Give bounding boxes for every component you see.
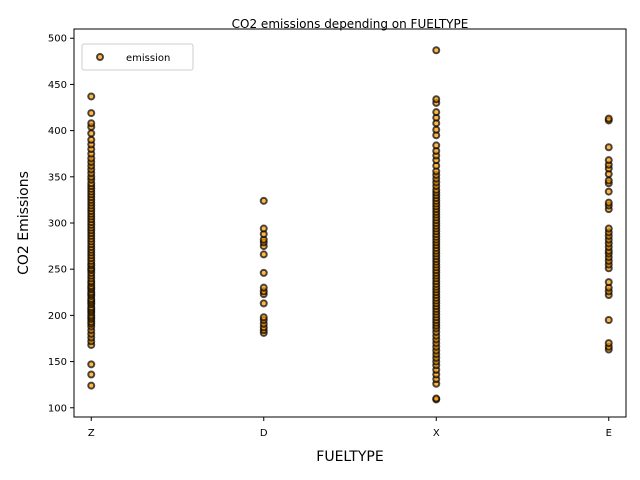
data-point — [604, 278, 613, 287]
legend: emission — [81, 43, 194, 71]
data-point — [259, 196, 268, 205]
y-tick-label: 400 — [48, 126, 67, 137]
data-point — [432, 46, 441, 55]
data-point — [259, 224, 268, 233]
y-tick-label: 250 — [48, 265, 67, 276]
data-point — [259, 283, 268, 292]
x-tick-label: D — [260, 428, 268, 439]
y-tick-label: 150 — [48, 357, 67, 368]
data-point — [87, 135, 96, 144]
data-point — [432, 108, 441, 117]
y-tick-label: 100 — [48, 403, 67, 414]
data-point — [604, 176, 613, 185]
data-point — [259, 268, 268, 277]
y-axis-title: CO2 Emissions — [16, 171, 32, 275]
data-point — [87, 360, 96, 369]
data-point — [604, 114, 613, 123]
data-point — [604, 339, 613, 348]
data-point — [87, 109, 96, 118]
legend-label: emission — [126, 53, 170, 64]
data-point — [604, 198, 613, 207]
data-point — [87, 119, 96, 128]
data-point — [87, 92, 96, 101]
data-point — [604, 224, 613, 233]
x-tick-label: E — [606, 428, 612, 439]
x-tick-label: X — [433, 428, 440, 439]
data-point — [604, 316, 613, 324]
y-tick-label: 300 — [48, 219, 67, 230]
data-point — [259, 250, 268, 259]
data-point — [87, 381, 96, 390]
data-point — [259, 299, 268, 308]
y-tick-label: 200 — [48, 311, 67, 322]
data-point — [432, 394, 441, 403]
data-point — [87, 370, 96, 379]
chart-title: CO2 emissions depending on FUELTYPE — [232, 17, 469, 31]
x-axis-title: FUELTYPE — [316, 449, 383, 465]
data-point — [432, 125, 441, 134]
data-point — [259, 313, 268, 322]
points-layer — [87, 46, 613, 404]
y-tick-label: 500 — [48, 34, 67, 45]
x-tick-label: Z — [88, 428, 95, 439]
y-tick-label: 350 — [48, 172, 67, 183]
data-point — [87, 129, 96, 138]
y-tick-label: 450 — [48, 80, 67, 91]
legend-box — [81, 43, 194, 71]
data-point — [432, 95, 441, 104]
data-point — [432, 141, 441, 150]
data-point — [604, 143, 613, 152]
y-axis: 100 150 200 250 300 350 400 450 500 — [48, 34, 74, 414]
legend-marker — [96, 53, 104, 61]
data-point — [604, 156, 613, 165]
plot-frame — [73, 28, 627, 418]
data-point — [604, 187, 613, 196]
